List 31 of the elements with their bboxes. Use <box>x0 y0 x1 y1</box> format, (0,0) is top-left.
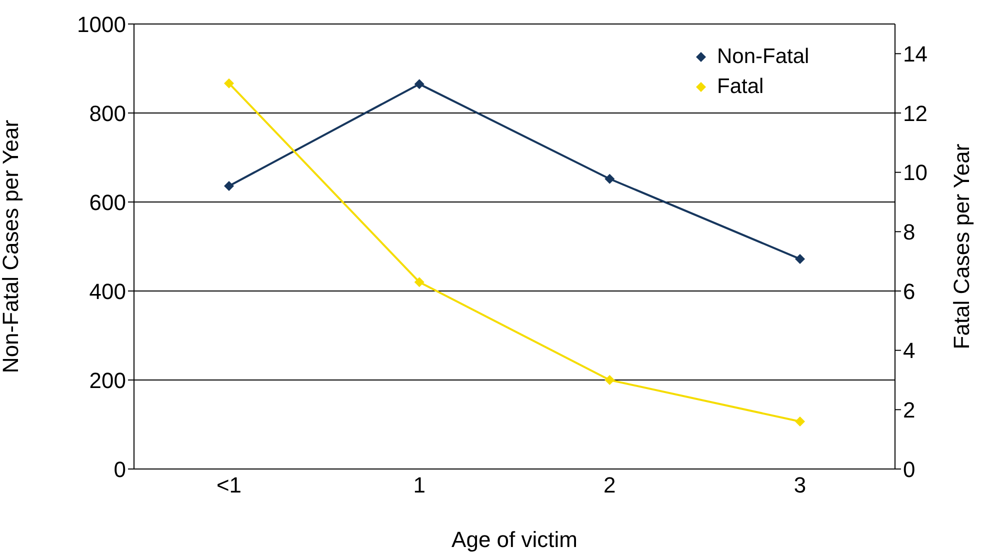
point <box>604 375 615 385</box>
x-tick-label: 1 <box>413 472 426 498</box>
x-tick-label: 2 <box>604 472 616 498</box>
legend-label: Non-Fatal <box>717 44 810 70</box>
y-axis-title: Non-Fatal Cases per Year <box>0 120 23 374</box>
y2-tick-label: 10 <box>903 160 928 186</box>
y2-tick-label: 0 <box>903 456 916 482</box>
point <box>224 78 234 88</box>
y2-tick-label: 4 <box>903 338 916 364</box>
y-tick-label: 800 <box>89 100 126 126</box>
y2-tick-label: 12 <box>903 100 928 126</box>
y-tick-label: 200 <box>89 368 126 393</box>
point <box>604 174 615 184</box>
point <box>795 416 805 427</box>
y-tick-label: 400 <box>89 278 126 304</box>
x-tick-label: <1 <box>216 472 242 498</box>
point <box>224 180 234 191</box>
point <box>414 277 424 288</box>
point <box>795 254 805 264</box>
y2-tick-label: 6 <box>903 278 916 304</box>
y2-tick-label: 8 <box>903 219 916 244</box>
y2-tick-label: 14 <box>903 41 928 66</box>
y2-axis-title: Fatal Cases per Year <box>948 144 974 350</box>
point <box>414 79 424 90</box>
legend-label: Fatal <box>717 74 764 100</box>
x-tick-label: 3 <box>794 472 806 498</box>
y2-tick-label: 2 <box>903 397 916 422</box>
y-tick-label: 1000 <box>77 12 126 37</box>
x-axis-title: Age of victim <box>452 527 578 552</box>
y-tick-label: 0 <box>114 456 126 482</box>
y-tick-label: 600 <box>89 190 126 215</box>
